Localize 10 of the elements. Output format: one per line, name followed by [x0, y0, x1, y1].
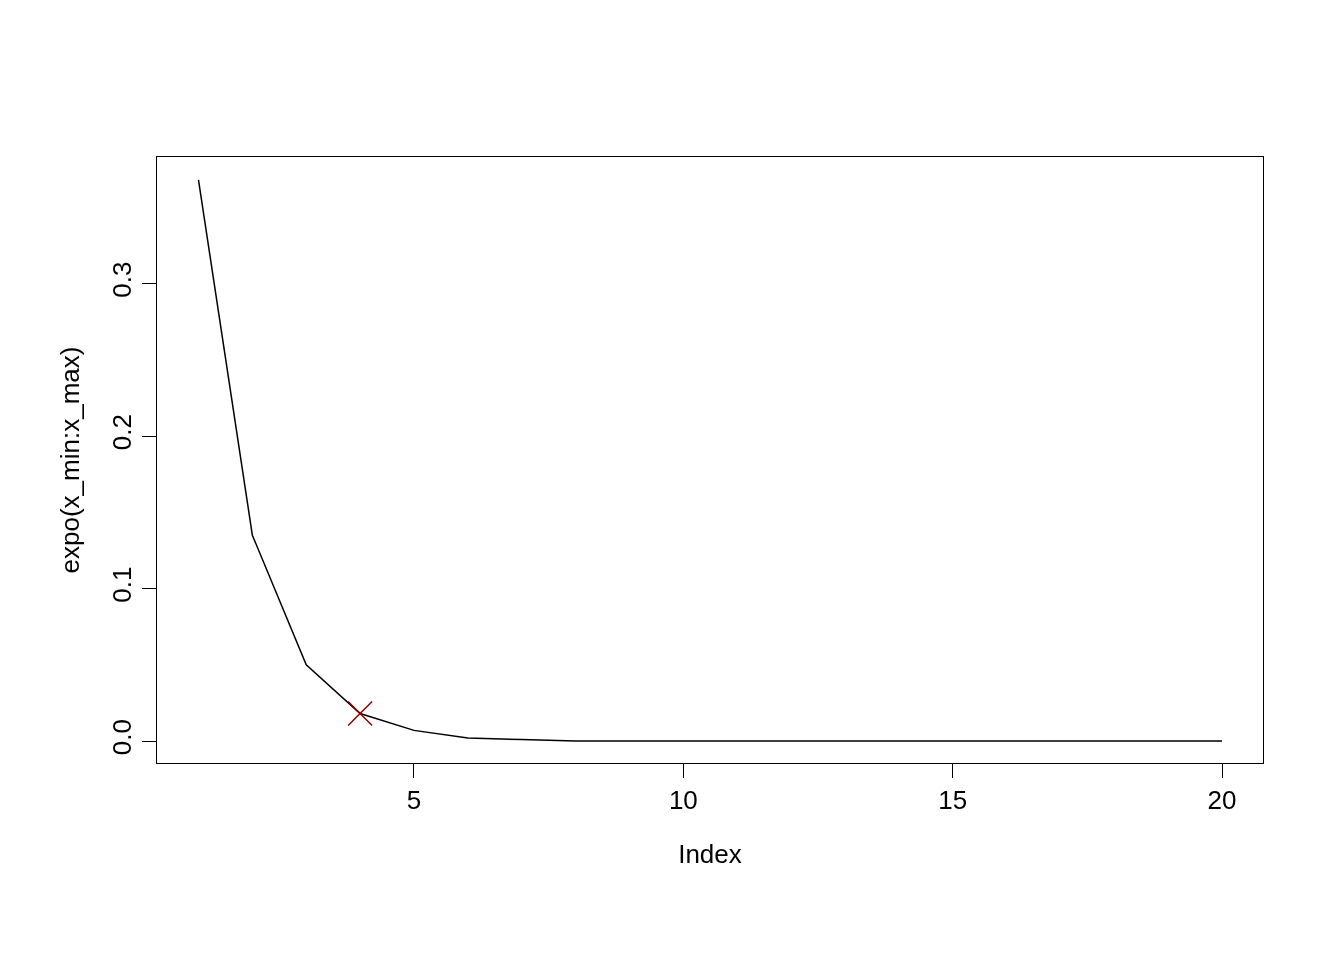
x-tick-label: 5	[406, 785, 422, 816]
x-tick-label: 10	[668, 785, 698, 816]
y-tick-label: 0.0	[107, 719, 138, 756]
x-tick-label: 20	[1207, 785, 1237, 816]
y-tick-label: 0.1	[107, 566, 138, 603]
y-axis-title: expo(x_min:x_max)	[54, 346, 85, 574]
y-tick-label: 0.3	[107, 261, 138, 298]
x-tick-label: 15	[938, 785, 968, 816]
x-axis-title: Index	[678, 839, 742, 870]
y-tick-label: 0.2	[107, 414, 138, 451]
